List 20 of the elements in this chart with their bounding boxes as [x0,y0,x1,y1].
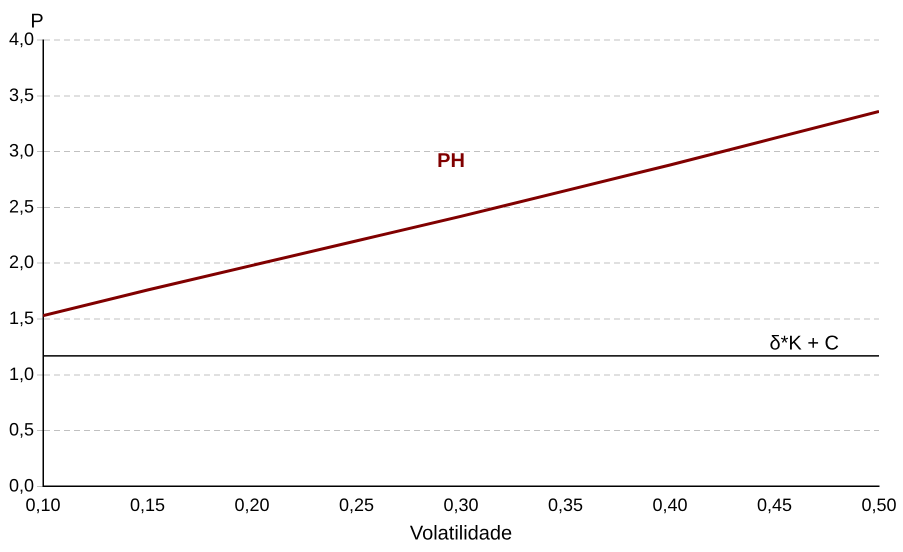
x-tick-label: 0,50 [861,495,897,516]
text: PH [437,150,465,172]
y-tick-label: 0,5 [8,420,34,440]
x-tick-label: 0,40 [652,495,688,516]
y-tick-label: 3,5 [8,84,34,105]
x-tick-label: 0,30 [443,495,479,516]
y-tick-label: 3,0 [8,140,34,161]
x-tick-label: 0,20 [234,495,270,516]
x-tick-label: 0,35 [548,495,584,516]
y-tick-label: 1,0 [8,364,34,384]
x-tick-label: 0,25 [338,495,374,516]
x-tick-label: 0,10 [26,495,61,516]
y-tick-label: 2,0 [8,252,34,272]
x-tick-label: 0,15 [130,495,166,516]
x-tick-label: 0,45 [756,495,792,516]
ref-line-label: δ*K + C [770,332,839,354]
y-tick-label: 1,5 [8,308,34,328]
y-tick-label: 0,0 [8,475,34,496]
x-axis-title: Volatilidade [410,522,512,545]
y-tick-label: 2,5 [8,196,34,216]
